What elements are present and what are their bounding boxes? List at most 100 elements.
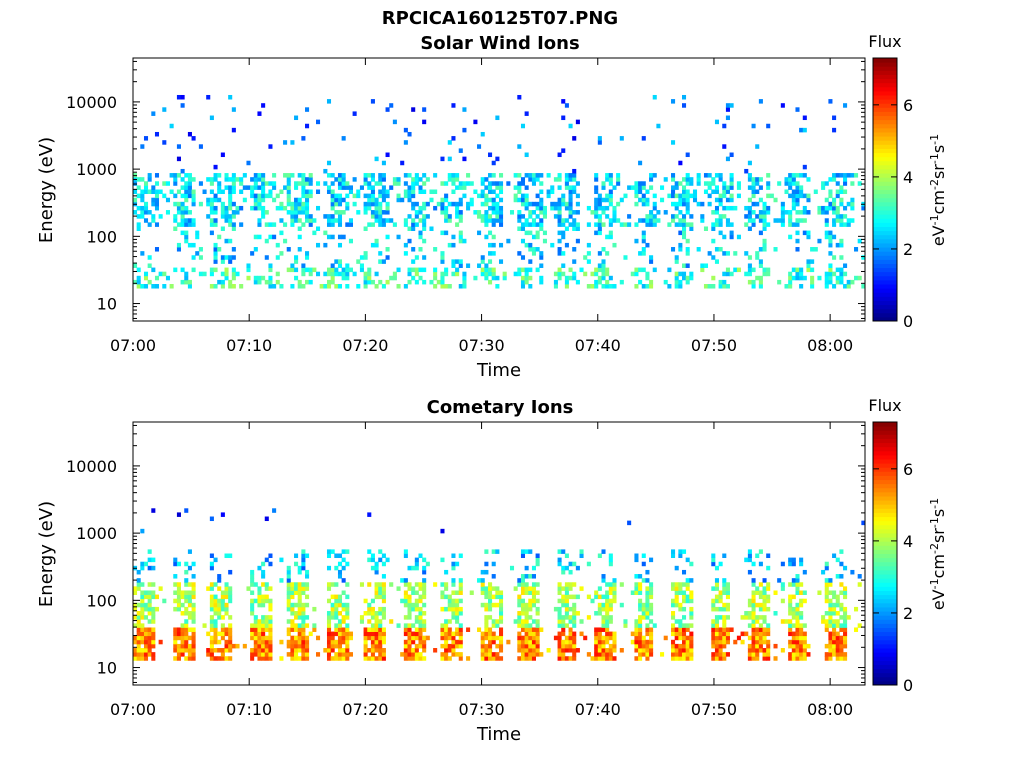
heatmap-cell [758,230,763,236]
heatmap-cell [385,255,390,260]
heatmap-cell [231,267,236,273]
heatmap-cell [656,210,661,215]
heatmap-cell [682,569,687,575]
heatmap-cell [758,279,763,285]
heatmap-cell [597,222,602,227]
heatmap-cell [638,181,643,186]
heatmap-cell [488,230,493,236]
colorbar-step [873,70,897,75]
heatmap-cell [253,193,258,199]
heatmap-cell [180,230,185,236]
heatmap-cell [257,635,262,641]
heatmap-cell [806,652,811,657]
heatmap-cell [209,218,214,223]
heatmap-cell [806,230,811,236]
heatmap-cell [294,590,299,595]
heatmap-cell [561,193,566,199]
heatmap-cell [422,222,427,227]
heatmap-cell [605,267,610,273]
heatmap-cell [568,631,573,637]
heatmap-cell [839,267,844,273]
heatmap-cell [370,242,375,248]
heatmap-cell [524,631,529,637]
heatmap-cell [414,565,419,571]
heatmap-cell [326,284,332,289]
heatmap-cell [326,643,332,649]
heatmap-cell [729,205,734,211]
heatmap-cell [795,267,800,273]
heatmap-cell [491,197,496,203]
heatmap-cell [217,611,222,616]
heatmap-cell [378,557,383,563]
heatmap-cell [440,652,445,657]
heatmap-cell [491,549,496,554]
heatmap-cell [286,643,291,649]
heatmap-cell [480,656,485,661]
heatmap-cell [374,561,379,567]
heatmap-cell [374,639,379,645]
heatmap-cell [488,181,493,186]
heatmap-cell [722,578,727,583]
heatmap-cell [209,602,214,608]
heatmap-cell [828,598,833,604]
heatmap-cell [418,615,423,620]
heatmap-cell [440,643,445,649]
heatmap-cell [766,606,771,612]
heatmap-cell [495,275,500,281]
heatmap-cell [791,631,796,637]
heatmap-cell [440,259,445,264]
heatmap-cell [286,627,291,632]
heatmap-cell [605,652,610,657]
heatmap-cell [345,627,350,632]
heatmap-cell [180,631,185,637]
heatmap-cell [722,234,727,240]
heatmap-cell [466,627,471,632]
heatmap-cell [180,590,185,595]
heatmap-cell [334,197,339,203]
heatmap-cell [491,574,496,579]
heatmap-cell [345,267,350,273]
heatmap-cell [568,619,573,624]
heatmap-cell [136,267,141,273]
heatmap-cell [608,635,613,641]
heatmap-cell [799,590,804,595]
heatmap-cell [736,193,741,199]
heatmap-cell [133,197,138,203]
heatmap-cell [370,648,375,653]
colorbar-step [873,430,897,435]
heatmap-cell [828,643,833,649]
x-axis-label: Time [476,724,521,745]
heatmap-cell [316,242,321,248]
heatmap-cell [564,279,569,285]
heatmap-cell [458,623,463,628]
heatmap-cell [264,586,269,591]
heatmap-cell [180,635,185,641]
heatmap-cell [422,189,427,195]
heatmap-cell [330,631,335,637]
heatmap-cell [261,643,266,649]
heatmap-cell [784,181,789,186]
heatmap-cell [605,631,610,637]
heatmap-cell [484,627,489,632]
heatmap-cell [682,275,687,281]
heatmap-cell [451,611,456,616]
heatmap-cell [564,173,569,178]
heatmap-cell [488,267,493,273]
heatmap-cell [143,201,149,207]
heatmap-cell [220,623,225,628]
heatmap-cell [678,582,683,587]
heatmap-cell [612,586,617,591]
heatmap-cell [832,619,837,624]
heatmap-cell [828,193,833,199]
heatmap-cell [286,586,291,591]
heatmap-cell [780,619,785,624]
heatmap-cell [305,267,310,273]
heatmap-cell [480,214,485,219]
heatmap-cell [455,643,460,649]
heatmap-cell [136,226,141,231]
heatmap-cell [228,569,233,575]
heatmap-cell [231,247,236,252]
heatmap-cell [575,181,580,186]
heatmap-cell [407,639,412,645]
heatmap-cell [198,247,203,252]
